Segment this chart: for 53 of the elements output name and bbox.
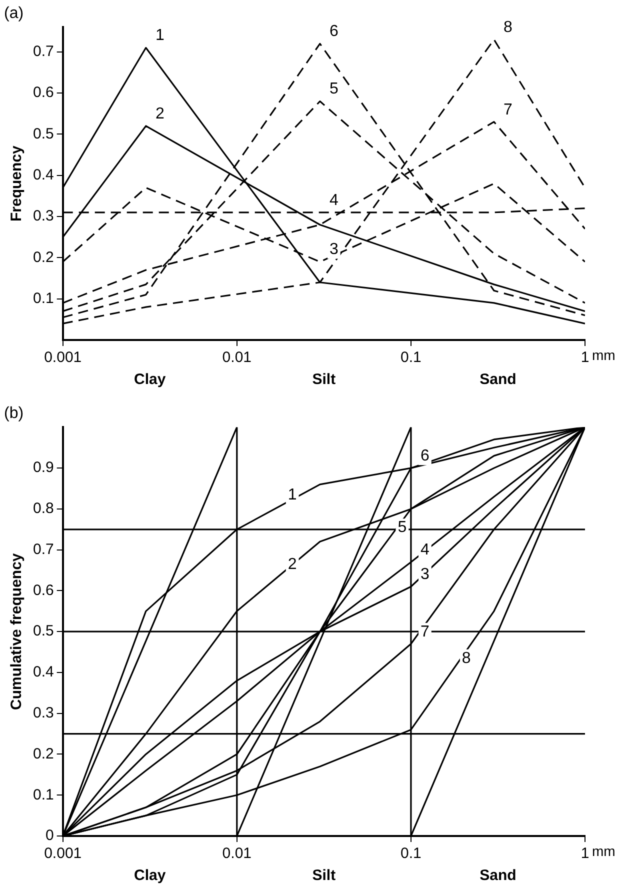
annotation: 7 — [504, 101, 513, 118]
y-axis-title: Frequency — [8, 145, 26, 222]
annotation: 1 — [288, 486, 297, 504]
text: Sand — [480, 371, 516, 388]
y-tick-label: 0.7 — [32, 43, 54, 60]
y-tick-label: 0.2 — [32, 745, 54, 762]
annotation: 6 — [420, 447, 430, 464]
annotation: 2 — [288, 556, 297, 573]
annotation: 3 — [420, 566, 430, 584]
annotation: 5 — [329, 80, 338, 98]
annotation: 1 — [155, 27, 164, 44]
annotation: 7 — [420, 623, 430, 640]
y-tick-label: 0.3 — [32, 208, 54, 225]
x-tick-label: 0.001 — [44, 349, 82, 366]
y-tick-label: 0.5 — [32, 125, 54, 142]
text: Silt — [312, 371, 336, 388]
text: Clay — [134, 371, 166, 388]
x-axis-title: mm — [592, 346, 616, 363]
y-tick-label: 0.5 — [32, 622, 54, 640]
y-tick-label: 0.6 — [32, 84, 54, 102]
text: Silt — [312, 867, 336, 884]
text: Clay — [134, 867, 166, 884]
annotation: 3 — [329, 241, 338, 258]
x-tick-label: 0.01 — [222, 349, 252, 366]
x-tick-label: 0.1 — [400, 845, 422, 862]
y-tick-label: 0.4 — [32, 664, 54, 681]
annotation: 5 — [398, 519, 407, 536]
y-tick-label: 0.3 — [32, 704, 54, 722]
annotation: 4 — [329, 192, 338, 209]
x-tick-label: 0.001 — [44, 845, 82, 862]
x-axis-title: mm — [592, 842, 616, 859]
y-tick-label: 0.6 — [32, 582, 54, 599]
annotation: 6 — [329, 23, 338, 40]
y-tick-label: 0.7 — [32, 540, 54, 558]
chart-title: (a) — [4, 5, 24, 22]
x-tick-label: 1 — [580, 349, 590, 366]
y-tick-label: 0.2 — [32, 248, 54, 266]
y-tick-label: 0.1 — [32, 786, 54, 804]
y-tick-label: 0 — [46, 827, 54, 844]
y-tick-label: 0.1 — [32, 290, 54, 307]
text: Sand — [480, 867, 516, 884]
chart-title: (b) — [4, 405, 24, 422]
annotation: 2 — [155, 105, 164, 122]
annotation: 4 — [420, 542, 430, 559]
y-tick-label: 0.4 — [32, 166, 54, 184]
x-tick-label: 0.01 — [222, 845, 252, 862]
x-tick-label: 1 — [580, 845, 590, 862]
annotation: 8 — [462, 650, 471, 667]
x-tick-label: 0.1 — [400, 349, 422, 366]
y-tick-label: 0.9 — [32, 459, 54, 476]
annotation: 8 — [504, 18, 513, 36]
y-tick-label: 0.8 — [32, 500, 54, 518]
y-axis-title: Cumulative frequency — [8, 552, 26, 710]
